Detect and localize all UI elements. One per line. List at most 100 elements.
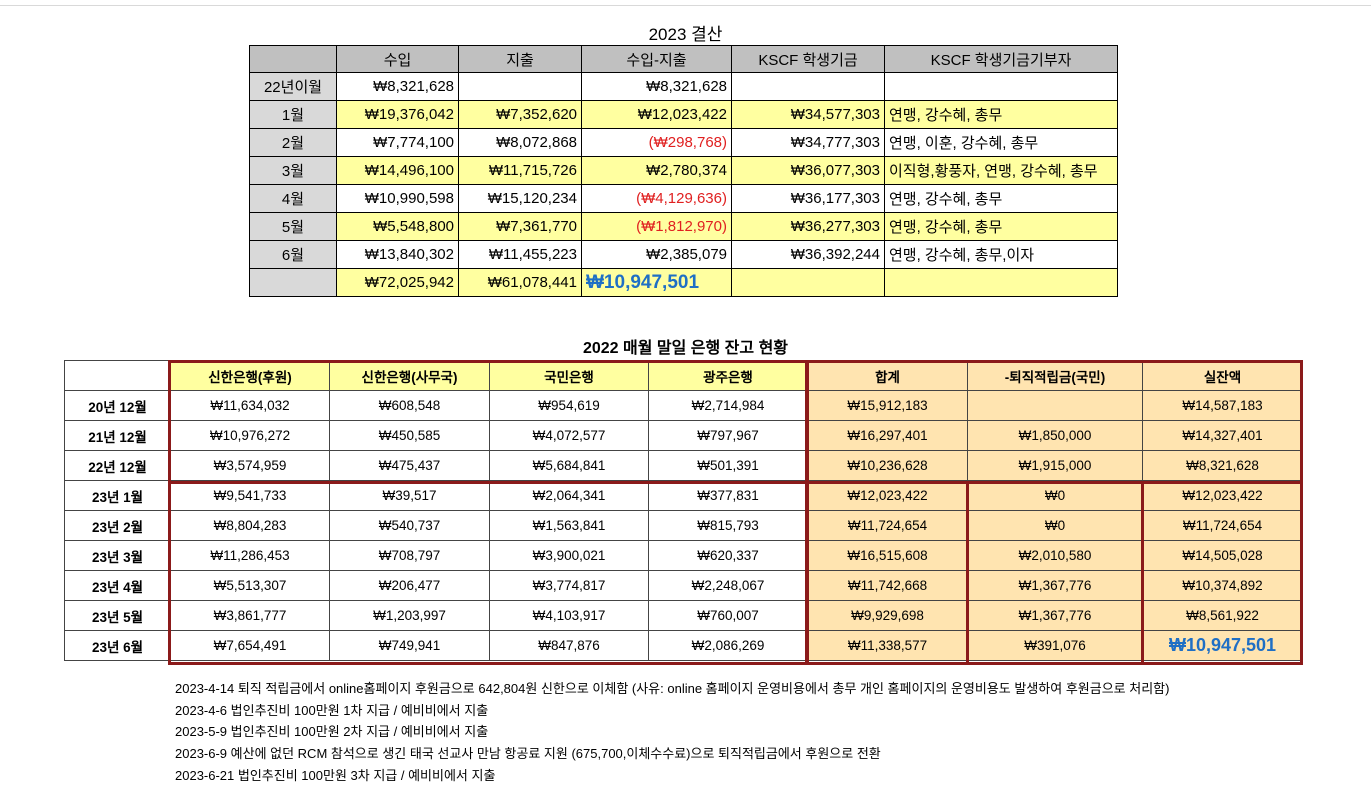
summary-total-fund bbox=[731, 268, 885, 297]
summary-cell-net: (₩298,768) bbox=[581, 128, 732, 157]
bank-row: 20년 12월 ₩11,634,032 ₩608,548 ₩954,619 ₩2,714… bbox=[64, 390, 1303, 421]
summary-header-net: 수입-지출 bbox=[581, 45, 732, 73]
bank-header-gwangju: 광주은행 bbox=[648, 360, 808, 391]
note-item: 2023-4-6 법인추진비 100만원 1차 지급 / 예비비에서 지출 bbox=[175, 702, 489, 718]
bank-header-shinhan-donation: 신한은행(후원) bbox=[170, 360, 330, 391]
bank-header-balance: 실잔액 bbox=[1142, 360, 1303, 391]
bank-cell-balance: ₩11,724,654 bbox=[1142, 510, 1303, 541]
summary-cell-expense: ₩11,455,223 bbox=[458, 240, 582, 269]
summary-cell-expense: ₩15,120,234 bbox=[458, 184, 582, 213]
bank-row-label: 20년 12월 bbox=[64, 390, 171, 421]
note-item: 2023-5-9 법인추진비 100만원 2차 지급 / 예비비에서 지출 bbox=[175, 724, 489, 740]
summary-row: 3월 ₩14,496,100 ₩11,715,726 ₩2,780,374 ₩36,07… bbox=[249, 156, 1118, 185]
summary-cell-net: ₩2,780,374 bbox=[581, 156, 732, 185]
bank-cell-balance: ₩14,327,401 bbox=[1142, 420, 1303, 451]
bank-cell-kookmin: ₩4,103,917 bbox=[489, 600, 649, 631]
summary-row-label: 4월 bbox=[249, 184, 337, 213]
summary-cell-income: ₩5,548,800 bbox=[336, 212, 459, 241]
summary-table: 수입 지출 수입-지출 KSCF 학생기금 KSCF 학생기금기부자 22년이월… bbox=[249, 45, 1118, 297]
bank-row: 23년 5월 ₩3,861,777 ₩1,203,997 ₩4,103,917 ₩760… bbox=[64, 600, 1303, 631]
bank-cell-kookmin: ₩3,774,817 bbox=[489, 570, 649, 601]
bank-header-sum: 합계 bbox=[807, 360, 968, 391]
summary-cell-fund: ₩36,277,303 bbox=[731, 212, 885, 241]
summary-header-income: 수입 bbox=[336, 45, 459, 73]
summary-header-expense: 지출 bbox=[458, 45, 582, 73]
bank-row-label: 22년 12월 bbox=[64, 450, 171, 481]
summary-cell-donors bbox=[884, 72, 1118, 101]
bank-row-label: 23년 3월 bbox=[64, 540, 171, 571]
summary-row-label: 22년이월 bbox=[249, 72, 337, 101]
bank-cell-balance: ₩8,561,922 bbox=[1142, 600, 1303, 631]
summary-row-label: 2월 bbox=[249, 128, 337, 157]
summary-cell-net: ₩2,385,079 bbox=[581, 240, 732, 269]
bank-cell-gwangju: ₩620,337 bbox=[648, 540, 808, 571]
bank-header-corner bbox=[64, 360, 171, 391]
note-item: 2023-4-14 퇴직 적립금에서 online홈페이지 후원금으로 642,… bbox=[175, 681, 1170, 696]
summary-row: 5월 ₩5,548,800 ₩7,361,770 (₩1,812,970) ₩36,27… bbox=[249, 212, 1118, 241]
bank-cell-kookmin: ₩954,619 bbox=[489, 390, 649, 421]
bank-cell-balance: ₩14,505,028 bbox=[1142, 540, 1303, 571]
summary-row: 1월 ₩19,376,042 ₩7,352,620 ₩12,023,422 ₩34,57… bbox=[249, 100, 1118, 129]
bank-row: 23년 6월 ₩7,654,491 ₩749,941 ₩847,876 ₩2,086,2… bbox=[64, 630, 1303, 661]
bank-cell-shinhan-office: ₩1,203,997 bbox=[329, 600, 490, 631]
summary-total-expense: ₩61,078,441 bbox=[458, 268, 582, 297]
bank-cell-balance: ₩10,374,892 bbox=[1142, 570, 1303, 601]
bank-row-label: 21년 12월 bbox=[64, 420, 171, 451]
summary-cell-income: ₩10,990,598 bbox=[336, 184, 459, 213]
bank-cell-kookmin: ₩4,072,577 bbox=[489, 420, 649, 451]
bank-cell-retirement: ₩2,010,580 bbox=[967, 540, 1143, 571]
summary-cell-net: (₩4,129,636) bbox=[581, 184, 732, 213]
summary-cell-fund bbox=[731, 72, 885, 101]
summary-total-label bbox=[249, 268, 337, 297]
bank-cell-retirement bbox=[967, 390, 1143, 421]
bank-header-retirement: -퇴직적립금(국민) bbox=[967, 360, 1143, 391]
bank-row: 21년 12월 ₩10,976,272 ₩450,585 ₩4,072,577 ₩797… bbox=[64, 420, 1303, 451]
bank-header-row: 신한은행(후원) 신한은행(사무국) 국민은행 광주은행 합계 -퇴직적립금(국… bbox=[64, 360, 1303, 391]
summary-cell-income: ₩8,321,628 bbox=[336, 72, 459, 101]
bank-cell-shinhan-office: ₩608,548 bbox=[329, 390, 490, 421]
summary-header-corner bbox=[249, 45, 337, 73]
bank-cell-shinhan-donation: ₩11,286,453 bbox=[170, 540, 330, 571]
bank-cell-sum: ₩10,236,628 bbox=[807, 450, 968, 481]
summary-header-row: 수입 지출 수입-지출 KSCF 학생기금 KSCF 학생기금기부자 bbox=[249, 45, 1118, 73]
summary-row: 2월 ₩7,774,100 ₩8,072,868 (₩298,768) ₩34,777,… bbox=[249, 128, 1118, 157]
bank-cell-retirement: ₩1,850,000 bbox=[967, 420, 1143, 451]
summary-title: 2023 결산 bbox=[648, 25, 723, 44]
summary-cell-expense: ₩7,352,620 bbox=[458, 100, 582, 129]
bank-cell-retirement: ₩1,367,776 bbox=[967, 570, 1143, 601]
bank-cell-retirement: ₩1,367,776 bbox=[967, 600, 1143, 631]
bank-cell-balance: ₩12,023,422 bbox=[1142, 480, 1303, 511]
bank-cell-gwangju: ₩760,007 bbox=[648, 600, 808, 631]
note-item: 2023-6-9 예산에 없던 RCM 참석으로 생긴 태국 선교사 만남 항공… bbox=[175, 746, 881, 762]
bank-cell-balance: ₩8,321,628 bbox=[1142, 450, 1303, 481]
bank-cell-shinhan-office: ₩540,737 bbox=[329, 510, 490, 541]
bank-cell-retirement: ₩0 bbox=[967, 510, 1143, 541]
summary-cell-expense: ₩7,361,770 bbox=[458, 212, 582, 241]
summary-cell-donors: 연맹, 강수혜, 총무 bbox=[884, 212, 1118, 241]
summary-total-net: ₩10,947,501 bbox=[581, 268, 732, 297]
bank-cell-shinhan-donation: ₩3,861,777 bbox=[170, 600, 330, 631]
bank-cell-balance: ₩14,587,183 bbox=[1142, 390, 1303, 421]
bank-table: 신한은행(후원) 신한은행(사무국) 국민은행 광주은행 합계 -퇴직적립금(국… bbox=[64, 360, 1303, 661]
summary-cell-donors: 연맹, 이훈, 강수혜, 총무 bbox=[884, 128, 1118, 157]
summary-cell-fund: ₩34,577,303 bbox=[731, 100, 885, 129]
summary-cell-donors: 이직형,황풍자, 연맹, 강수혜, 총무 bbox=[884, 156, 1118, 185]
bank-cell-retirement: ₩0 bbox=[967, 480, 1143, 511]
bank-cell-kookmin: ₩5,684,841 bbox=[489, 450, 649, 481]
summary-total-income: ₩72,025,942 bbox=[336, 268, 459, 297]
bank-cell-sum: ₩16,297,401 bbox=[807, 420, 968, 451]
summary-header-fund: KSCF 학생기금 bbox=[731, 45, 885, 73]
summary-total-row: ₩72,025,942 ₩61,078,441 ₩10,947,501 bbox=[249, 268, 1118, 297]
bank-cell-shinhan-donation: ₩9,541,733 bbox=[170, 480, 330, 511]
bank-cell-shinhan-office: ₩450,585 bbox=[329, 420, 490, 451]
note-item: 2023-6-21 법인추진비 100만원 3차 지급 / 예비비에서 지출 bbox=[175, 767, 496, 783]
bank-cell-kookmin: ₩1,563,841 bbox=[489, 510, 649, 541]
summary-header-donors: KSCF 학생기금기부자 bbox=[884, 45, 1118, 73]
summary-row-label: 3월 bbox=[249, 156, 337, 185]
summary-cell-income: ₩19,376,042 bbox=[336, 100, 459, 129]
bank-row-label: 23년 2월 bbox=[64, 510, 171, 541]
bank-row-label: 23년 4월 bbox=[64, 570, 171, 601]
bank-cell-sum: ₩9,929,698 bbox=[807, 600, 968, 631]
bank-cell-shinhan-donation: ₩8,804,283 bbox=[170, 510, 330, 541]
bank-cell-gwangju: ₩2,714,984 bbox=[648, 390, 808, 421]
